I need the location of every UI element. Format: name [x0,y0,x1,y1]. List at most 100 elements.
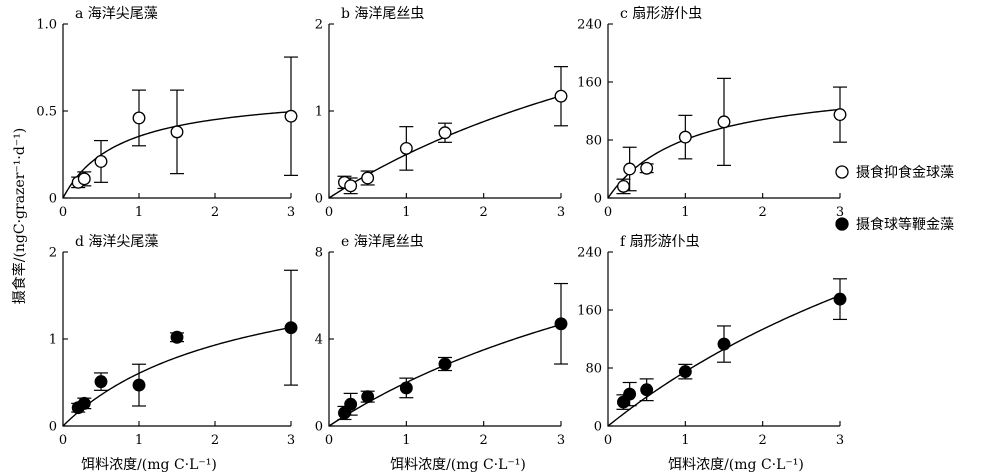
x-tick-label: 1 [135,205,143,220]
data-point [438,357,452,371]
x-tick-label: 2 [759,433,767,448]
y-tick-label: 160 [577,304,602,319]
x-axis-label-1: 饵料浓度/(mg C·L⁻¹) [81,457,217,473]
data-point [833,108,847,122]
x-tick-label: 1 [402,205,410,220]
fit-curve [328,323,562,427]
x-tick-label: 1 [681,205,689,220]
x-tick-label: 1 [135,433,143,448]
data-point [132,111,146,125]
y-tick-label: 240 [577,18,602,33]
data-point [344,397,358,411]
x-tick-label: 0 [325,205,333,220]
x-axis-label-3: 饵料浓度/(mg C·L⁻¹) [668,457,804,473]
x-tick-label: 3 [557,433,565,448]
x-tick-label: 2 [480,433,488,448]
data-point [640,161,654,175]
panel-title: d 海洋尖尾藻 [75,234,158,250]
x-tick-label: 2 [759,205,767,220]
data-point [94,375,108,389]
y-tick-label: 1.0 [36,18,57,33]
x-tick-label: 2 [211,433,219,448]
panel-title: b 海洋尾丝虫 [341,6,424,22]
panel-2: 0 1 2 0 1 2 3 b 海洋尾丝虫 [315,6,568,220]
x-axis-label-2: 饵料浓度/(mg C·L⁻¹) [390,457,526,473]
panel-5: 0 4 8 0 1 2 3 e 海洋尾丝虫 [315,234,568,448]
data-point [344,179,358,193]
data-point [361,390,375,404]
x-tick-label: 0 [325,433,333,448]
data-point [623,387,637,401]
y-tick-label: 240 [577,246,602,261]
data-point [678,365,692,379]
legend-label-1: 摄食抑食金球藻 [856,164,954,181]
y-tick-label: 80 [585,134,602,149]
data-point [554,89,568,103]
y-tick-label: 2 [49,246,57,261]
x-tick-label: 3 [287,433,295,448]
y-tick-label: 2 [315,18,323,33]
data-point [132,378,146,392]
x-tick-label: 0 [59,433,67,448]
data-point [361,171,375,185]
data-point [640,383,654,397]
legend-marker-open-circle [835,165,849,179]
y-axis-label: 摄食率/(ngC·grazer⁻¹·d⁻¹) [11,128,28,305]
x-tick-label: 2 [211,205,219,220]
data-point [338,406,351,420]
data-point [170,330,184,344]
data-point [833,292,847,306]
panel-4: 0 1 2 0 1 2 3 d 海洋尖尾藻 [49,234,298,448]
legend-label-2: 摄食球等鞭金藻 [856,216,954,233]
panel-6: 0 80 160 240 0 1 2 3 f 扇形游仆虫 [577,234,847,448]
legend-marker-filled-circle [835,217,849,231]
x-tick-label: 3 [836,205,844,220]
y-tick-label: 1 [315,105,323,120]
y-tick-label: 1 [49,333,57,348]
data-point [284,109,298,123]
data-point [284,321,298,335]
fit-curve [62,326,292,427]
panel-title: c 扇形游仆虫 [620,6,702,22]
y-tick-label: 0 [315,420,323,435]
y-tick-label: 4 [315,333,323,348]
data-point [94,155,108,168]
data-point [77,396,91,410]
data-point [617,179,630,193]
x-tick-label: 3 [836,433,844,448]
data-point [77,172,91,186]
y-tick-label: 0 [594,420,602,435]
panel-3: 0 80 160 240 0 1 2 3 c 扇形游仆虫 [577,6,847,220]
axis-lines [328,24,561,199]
data-point [438,126,452,140]
x-tick-label: 3 [287,205,295,220]
x-tick-label: 3 [557,205,565,220]
y-tick-label: 0 [594,192,602,207]
data-point [623,162,637,176]
panel-title: e 海洋尾丝虫 [341,234,424,250]
x-tick-label: 2 [480,205,488,220]
x-tick-label: 1 [402,433,410,448]
data-point [554,317,568,331]
y-tick-label: 0 [49,192,57,207]
x-tick-label: 0 [59,205,67,220]
y-tick-label: 160 [577,76,602,91]
panel-1: 0 0.5 1.0 0 1 2 3 a 海洋尖尾藻 [36,6,298,220]
y-tick-label: 0 [315,192,323,207]
panel-title: a 海洋尖尾藻 [75,6,158,22]
x-tick-label: 0 [604,433,612,448]
data-point [717,337,731,351]
legend: 摄食抑食金球藻 摄食球等鞭金藻 [835,164,954,233]
y-tick-label: 8 [315,246,323,261]
data-point [717,115,731,129]
x-tick-label: 1 [681,433,689,448]
data-point [399,381,413,395]
data-point [399,141,413,155]
data-point [170,125,184,139]
y-tick-label: 0.5 [36,105,57,120]
x-tick-label: 0 [604,205,612,220]
y-tick-label: 80 [585,362,602,377]
data-point [678,130,692,144]
